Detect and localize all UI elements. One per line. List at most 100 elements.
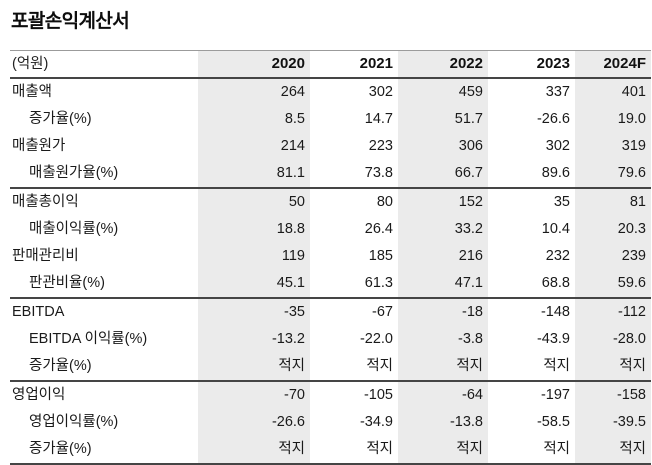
cell-value: 337 (545, 84, 570, 100)
table-row: EBITDA -35 -67 -18 -148 -112 (10, 297, 651, 326)
cell-value: 적지 (575, 353, 651, 381)
table-header: (억원) 2020 2021 2022 2023 2024F (10, 50, 651, 79)
table-row: 증가율(%) 적지 적지 적지 적지 적지 (10, 353, 651, 381)
cell-value: 216 (398, 243, 488, 270)
cell-value: -28.0 (575, 326, 651, 353)
cell-value: 79.6 (575, 160, 651, 188)
table-row: 영업이익 -70 -105 -64 -197 -158 (10, 380, 651, 409)
row-label: 영업이익률(%) (29, 414, 119, 430)
cell-value: -58.5 (536, 414, 570, 430)
cell-value: 33.2 (398, 216, 488, 243)
cell-value: 적지 (198, 436, 310, 464)
income-statement-table: (억원) 2020 2021 2022 2023 2024F 매출액 264 302 459 3… (10, 50, 651, 465)
row-label: 매출총이익 (10, 187, 198, 216)
header-row: (억원) 2020 2021 2022 2023 2024F (10, 50, 651, 79)
table-row: 매출원가율(%) 81.1 73.8 66.7 89.6 79.6 (10, 160, 651, 188)
cell-value: 81.1 (198, 160, 310, 188)
cell-value: -67 (310, 297, 398, 326)
cell-value: 214 (198, 133, 310, 160)
cell-value: 80 (310, 187, 398, 216)
cell-value: 50 (198, 187, 310, 216)
cell-value: 14.7 (364, 111, 393, 127)
cell-value: -148 (488, 297, 575, 326)
cell-value: 66.7 (398, 160, 488, 188)
row-label: 영업이익 (10, 380, 198, 409)
column-header-2021: 2021 (310, 50, 398, 79)
row-label: 증가율(%) (29, 441, 92, 457)
cell-value: 59.6 (575, 270, 651, 298)
cell-value: -3.8 (398, 326, 488, 353)
cell-value: -39.5 (575, 409, 651, 436)
row-label: 매출원가율(%) (29, 165, 119, 181)
cell-value: 적지 (198, 353, 310, 381)
cell-value: -18 (398, 297, 488, 326)
cell-value: -197 (488, 380, 575, 409)
cell-value: -26.6 (198, 409, 310, 436)
cell-value: 적지 (366, 441, 393, 457)
row-label: 판관비율(%) (29, 275, 105, 291)
page-title: 포괄손익계산서 (11, 11, 130, 32)
cell-value: 306 (398, 133, 488, 160)
cell-value: -70 (198, 380, 310, 409)
table-row: 증가율(%) 8.5 14.7 51.7 -26.6 19.0 (10, 106, 651, 133)
cell-value: 152 (398, 187, 488, 216)
cell-value: -13.2 (198, 326, 310, 353)
cell-value: 적지 (543, 358, 570, 374)
cell-value: 232 (545, 248, 570, 264)
column-header-2020: 2020 (198, 50, 310, 79)
cell-value: 51.7 (398, 106, 488, 133)
cell-value: 적지 (398, 353, 488, 381)
table-row: 매출액 264 302 459 337 401 (10, 78, 651, 106)
cell-value: 119 (198, 243, 310, 270)
cell-value: 8.5 (198, 106, 310, 133)
row-label: 매출액 (12, 84, 53, 100)
cell-value: 47.1 (398, 270, 488, 298)
cell-value: 61.3 (364, 275, 393, 291)
cell-value: 319 (575, 133, 651, 160)
cell-value: 302 (545, 138, 570, 154)
cell-value: 45.1 (198, 270, 310, 298)
cell-value: 185 (368, 248, 393, 264)
table-row: 매출총이익 50 80 152 35 81 (10, 187, 651, 216)
cell-value: 19.0 (575, 106, 651, 133)
cell-value: 10.4 (541, 221, 570, 237)
cell-value: -34.9 (359, 414, 393, 430)
row-label: 매출원가 (12, 138, 66, 154)
cell-value: -43.9 (536, 331, 570, 347)
table-row: 판관비율(%) 45.1 61.3 47.1 68.8 59.6 (10, 270, 651, 298)
table-row: EBITDA 이익률(%) -13.2 -22.0 -3.8 -43.9 -28.0 (10, 326, 651, 353)
cell-value: 401 (575, 78, 651, 106)
row-label: 매출이익률(%) (29, 221, 119, 237)
table-row: 영업이익률(%) -26.6 -34.9 -13.8 -58.5 -39.5 (10, 409, 651, 436)
table-body: 매출액 264 302 459 337 401 증가율(%) 8.5 14.7 51.7 -26.6… (10, 78, 651, 464)
row-label: EBITDA 이익률(%) (29, 331, 148, 347)
cell-value: 459 (398, 78, 488, 106)
cell-value: 68.8 (541, 275, 570, 291)
row-label: 판매관리비 (12, 248, 79, 264)
cell-value: 223 (368, 138, 393, 154)
column-header-2024f: 2024F (575, 50, 651, 79)
table-row: 증가율(%) 적지 적지 적지 적지 적지 (10, 436, 651, 464)
cell-value: -105 (310, 380, 398, 409)
cell-value: 20.3 (575, 216, 651, 243)
column-header-2022: 2022 (398, 50, 488, 79)
cell-value: 89.6 (541, 165, 570, 181)
cell-value: 18.8 (198, 216, 310, 243)
cell-value: -35 (198, 297, 310, 326)
cell-value: -64 (398, 380, 488, 409)
cell-value: 26.4 (364, 221, 393, 237)
cell-value: 239 (575, 243, 651, 270)
cell-value: -112 (575, 297, 651, 326)
cell-value: 적지 (543, 441, 570, 457)
row-label: 증가율(%) (29, 358, 92, 374)
cell-value: 적지 (575, 436, 651, 464)
cell-value: -22.0 (359, 331, 393, 347)
column-header-2023: 2023 (488, 50, 575, 79)
table-row: 매출원가 214 223 306 302 319 (10, 133, 651, 160)
cell-value: -158 (575, 380, 651, 409)
row-label: EBITDA (10, 297, 198, 326)
row-label: 증가율(%) (29, 111, 92, 127)
cell-value: 적지 (366, 358, 393, 374)
cell-value: -13.8 (398, 409, 488, 436)
